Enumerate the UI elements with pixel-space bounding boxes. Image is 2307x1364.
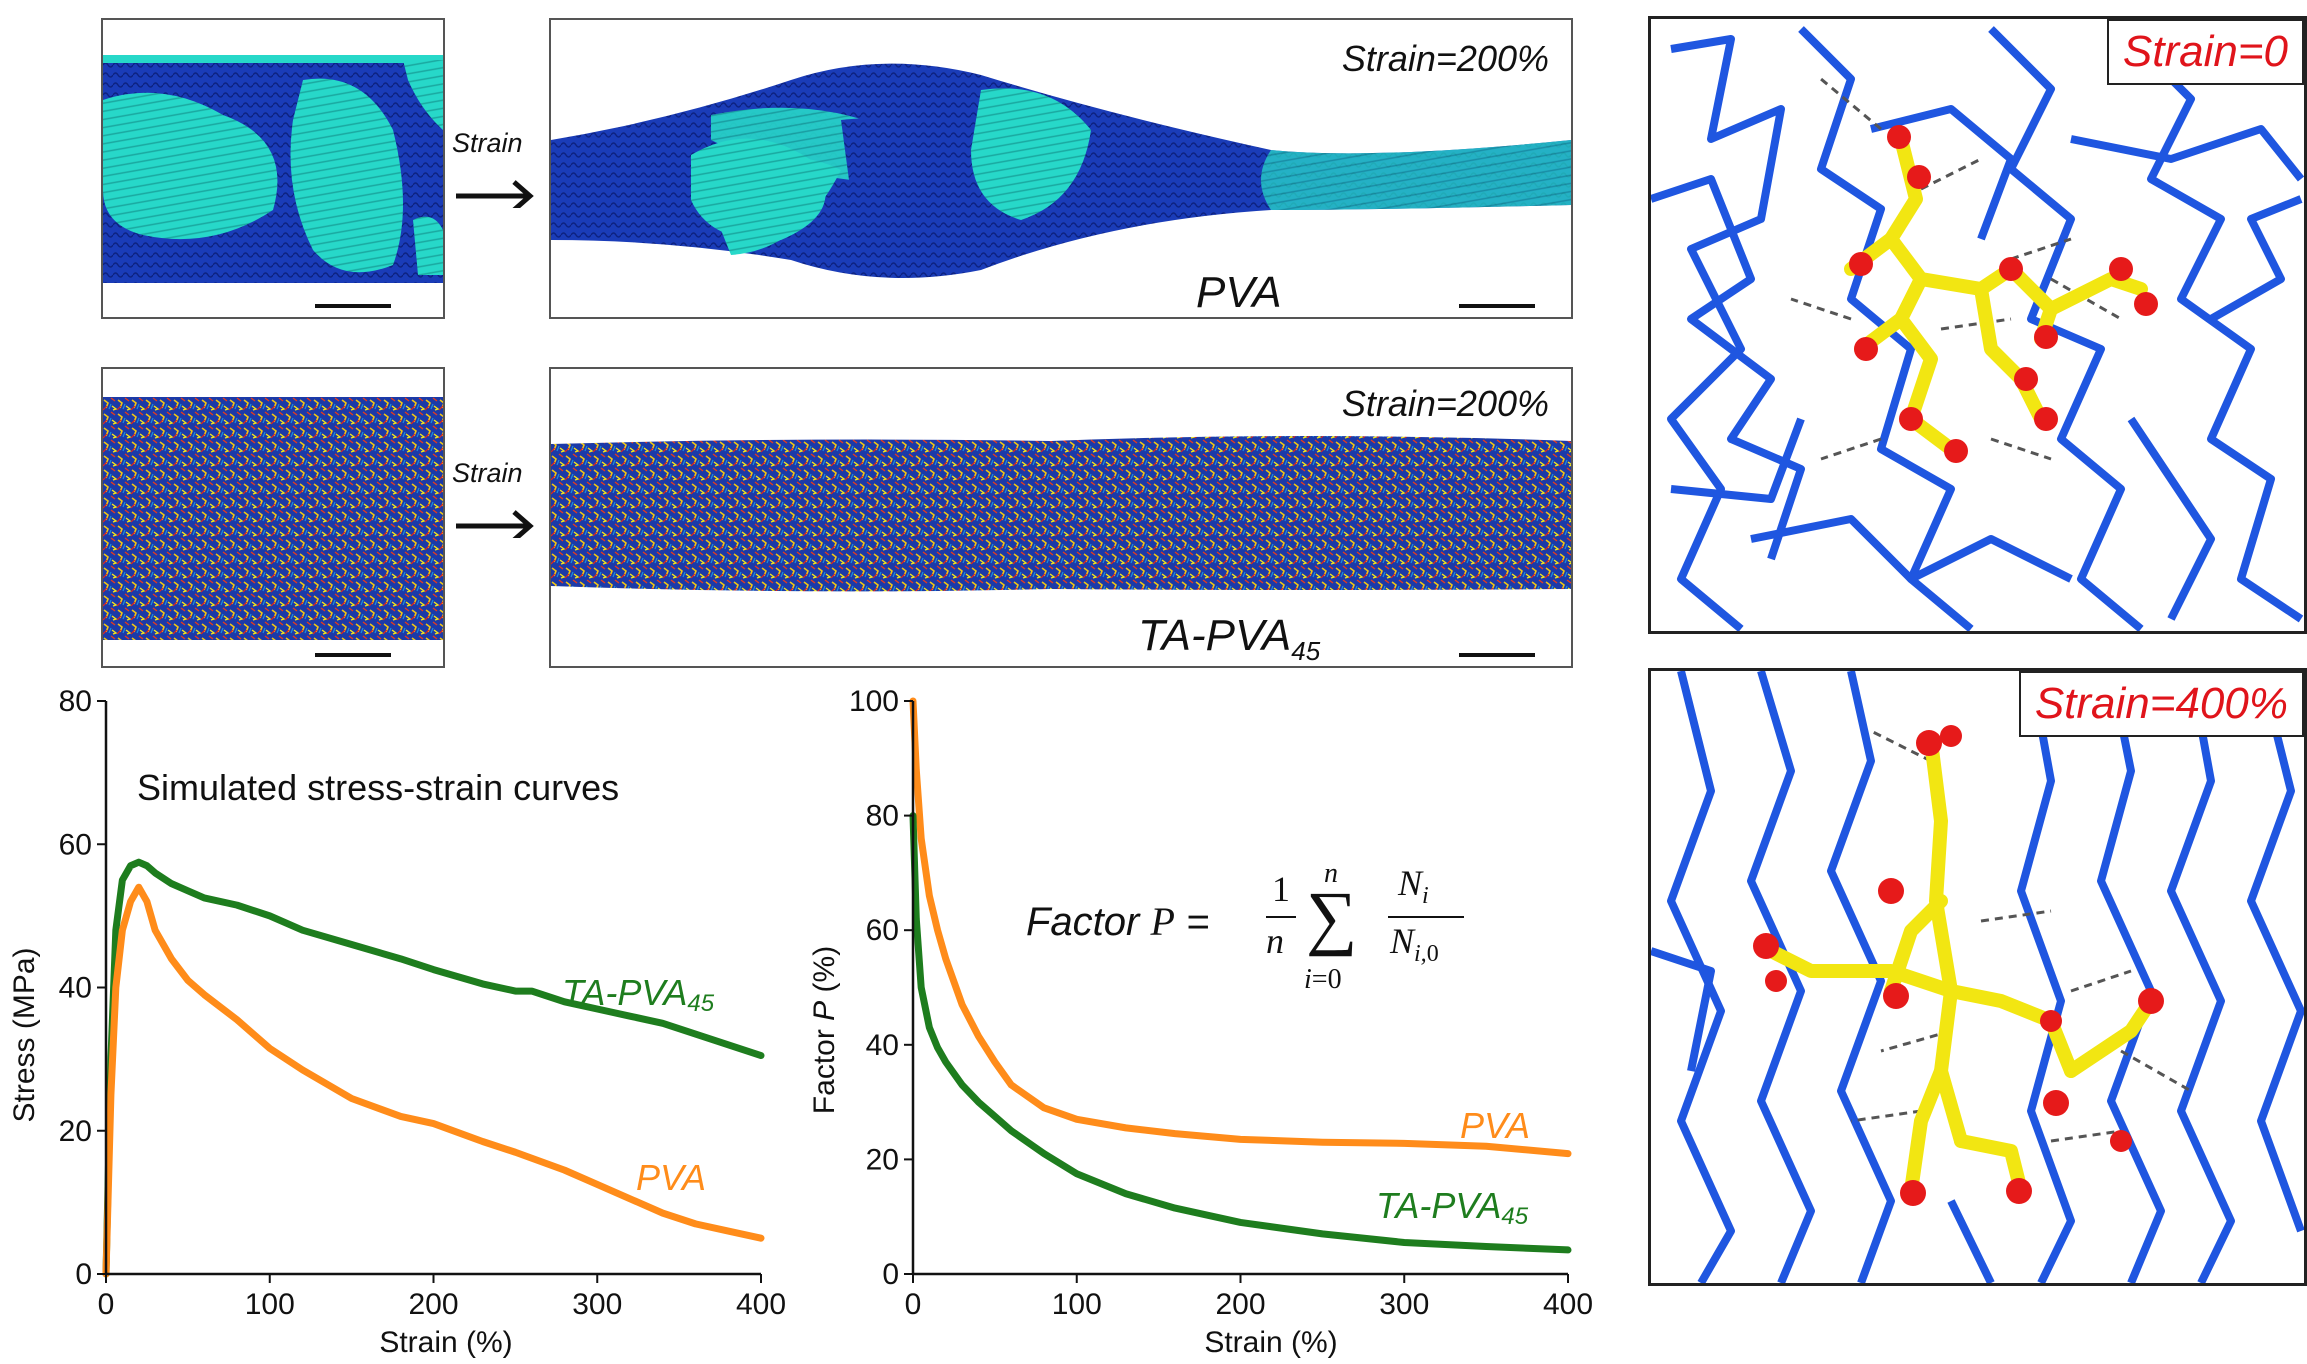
stress-xlabel: Strain (%)	[379, 1326, 512, 1359]
ta-strained-scalebar	[1459, 653, 1535, 657]
pva-strained-snapshot: Strain=200% PVA	[549, 18, 1573, 319]
molecule-strain-400-panel: Strain=400%	[1648, 668, 2307, 1286]
c2-x-tick-label: 300	[1379, 1288, 1429, 1321]
ta-material-label: TA-PVA45	[1138, 611, 1321, 666]
ta-arrow-label: Strain	[452, 458, 523, 488]
c2-x-tick-label: 200	[1215, 1288, 1265, 1321]
stress-strain-chart: 0 100 200 300 400 0 20 40 60 80 Simulated stress-…	[8, 690, 786, 1359]
c2-series-pva-line	[909, 697, 1572, 1158]
c2-y-tick-label: 80	[866, 800, 899, 833]
factor-p-formula: Factor P = 1 n n ∑ i=0 Ni Ni,0	[1026, 858, 1466, 1008]
c1-x-tick-label: 0	[98, 1288, 115, 1321]
ta-strained-snapshot: Strain=200% TA-PVA45	[549, 367, 1573, 668]
c1-y-tick-label: 0	[75, 1258, 92, 1291]
pva-strained-image	[551, 63, 1571, 278]
c1-x-tick-label: 400	[736, 1288, 786, 1321]
molecule-strain-0-image	[1651, 26, 2304, 631]
series-label-ta-pva-factor: TA-PVA45	[1376, 1185, 1529, 1230]
pva-initial-scalebar	[315, 304, 391, 308]
molecule-strain-0-panel: Strain=0	[1648, 16, 2307, 634]
ta-strained-image	[551, 436, 1571, 592]
c2-y-tick-label: 100	[849, 690, 899, 718]
c1-y-tick-label: 40	[59, 972, 92, 1005]
factor-ylabel: Factor P (%)	[808, 946, 841, 1114]
c2-y-tick-label: 20	[866, 1143, 899, 1176]
c1-y-tick-label: 20	[59, 1115, 92, 1148]
pva-material-label: PVA	[1196, 268, 1282, 317]
ta-initial-image	[103, 397, 443, 640]
c2-y-tick-label: 60	[866, 914, 899, 947]
strain-0-label-box: Strain=0	[2106, 19, 2304, 85]
c1-series-pva-line	[102, 883, 765, 1278]
c2-x-tick-label: 100	[1052, 1288, 1102, 1321]
pva-initial-snapshot	[101, 18, 445, 319]
c2-x-tick-label: 400	[1543, 1288, 1593, 1321]
pva-strain-arrow: Strain	[448, 128, 544, 208]
c2-y-tick-label: 0	[882, 1258, 899, 1291]
c1-y-tick-label: 80	[59, 690, 92, 718]
ta-initial-snapshot	[101, 367, 445, 668]
pva-strained-scalebar	[1459, 304, 1535, 308]
c1-x-tick-label: 100	[245, 1288, 295, 1321]
ta-strain-value-label: Strain=200%	[1341, 383, 1549, 424]
c1-series-ta-pva-line	[102, 858, 765, 1278]
c2-x-tick-label: 0	[905, 1288, 922, 1321]
pva-arrow-label: Strain	[452, 128, 523, 158]
series-label-pva-factor: PVA	[1460, 1105, 1530, 1146]
ta-strain-arrow: Strain	[448, 458, 544, 538]
factor-p-chart: 0 100 200 300 400 0 20 40 60 80 100 Factor P (%) S…	[808, 690, 1593, 1359]
c2-y-tick-label: 40	[866, 1029, 899, 1062]
c1-y-tick-label: 60	[59, 828, 92, 861]
c1-x-tick-label: 200	[408, 1288, 458, 1321]
stress-strain-title: Simulated stress-strain curves	[137, 767, 619, 808]
molecule-strain-400-image	[1651, 671, 2304, 1283]
c2-series-ta-pva-line	[909, 812, 1572, 1254]
series-label-pva-stress: PVA	[636, 1157, 706, 1198]
stress-ylabel: Stress (MPa)	[8, 947, 41, 1122]
pva-initial-image	[103, 55, 443, 283]
factor-xlabel: Strain (%)	[1204, 1326, 1337, 1359]
ta-initial-scalebar	[315, 653, 391, 657]
c1-x-tick-label: 300	[572, 1288, 622, 1321]
series-label-ta-pva-stress: TA-PVA45	[562, 972, 715, 1017]
strain-400-label-box: Strain=400%	[2018, 671, 2304, 737]
pva-strain-value-label: Strain=200%	[1341, 38, 1549, 79]
